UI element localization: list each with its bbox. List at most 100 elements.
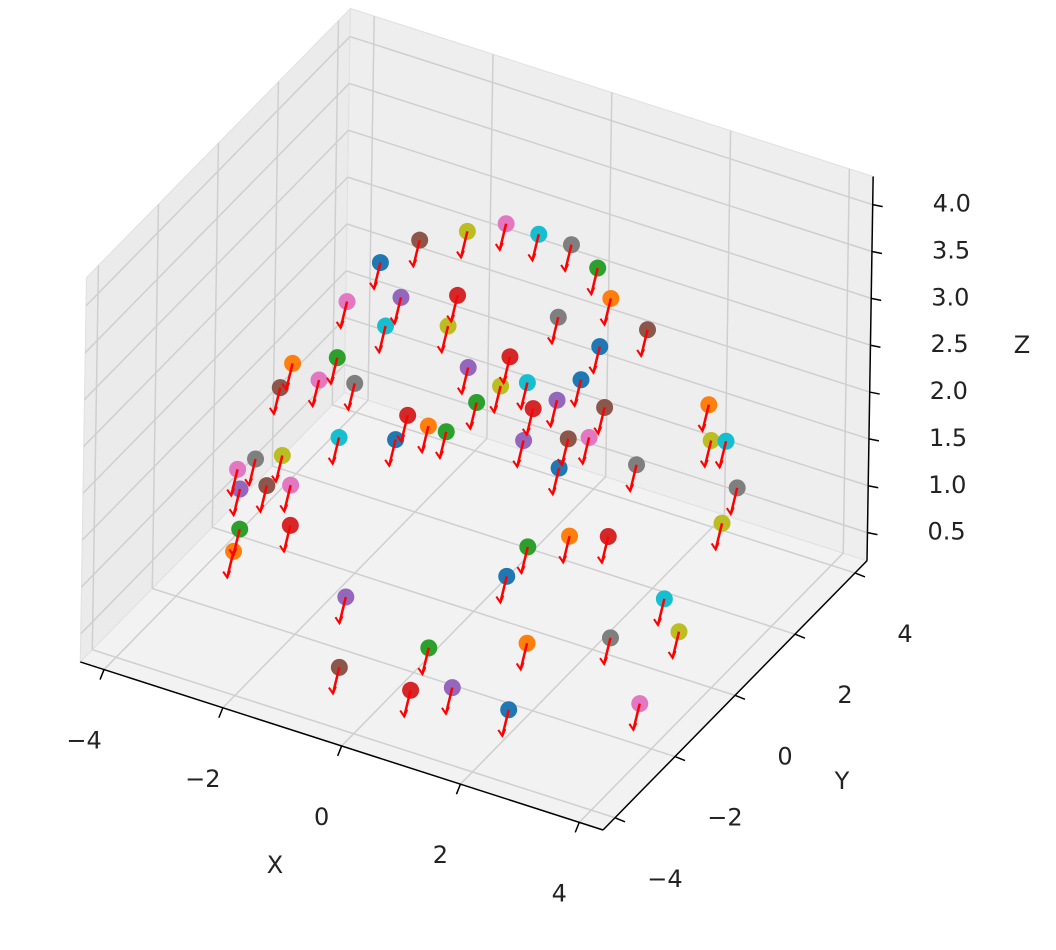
grid-line [92,648,616,819]
quiver-head [279,503,289,514]
z-tick-label: 4.0 [933,190,971,218]
x-tick-label: 4 [552,879,567,907]
x-tick-label: −2 [185,765,220,793]
quiver-head [547,336,556,346]
z-tick-label: 3.0 [931,283,969,311]
quiver-head [435,450,444,461]
quiver-head [667,650,677,661]
tick-mark [867,531,878,536]
quiver-head [389,316,399,326]
quiver-head [558,554,568,565]
x-tick-label: 2 [433,841,448,869]
quiver-head [516,401,525,411]
quiver-head [281,382,291,392]
quiver-head [725,506,735,517]
quiver-head [417,444,426,455]
quiver-head [636,348,646,359]
quiver-head [279,544,288,554]
y-tick-label: 2 [837,681,852,709]
grid-line [83,176,349,447]
quiver-head [335,320,345,330]
grid-line [152,587,676,758]
quiver-head [343,402,353,412]
quiver-head [569,398,579,409]
quiver-head [545,418,555,429]
quiver-head [547,486,557,497]
quiver-head [527,253,537,263]
grid-line [80,364,346,635]
quiver-head [465,421,475,431]
x-tick-label: 0 [314,803,329,831]
grid-line [80,317,347,588]
tick-mark [871,250,883,255]
quiver-head [521,427,531,437]
tick-mark [869,391,880,395]
quiver-head [369,281,378,291]
y-tick-label: −2 [707,804,742,832]
x-axis-line [80,661,604,831]
grid-line [84,82,350,354]
quiver-head [255,504,265,514]
quiver-head [271,474,280,484]
quiver-head [489,404,499,415]
quiver-head [408,258,418,269]
tick-mark [674,755,686,762]
quiver-head [497,728,507,739]
grid-line [82,223,348,494]
quiver-head [515,662,525,672]
quiver-head [586,286,596,297]
quiver-head [326,376,335,386]
grid-line [151,204,160,589]
y-axis-line [602,560,868,831]
quiver-head [599,317,609,327]
quiver-head [494,242,504,253]
grid-line [346,270,870,440]
y-tick-label: 4 [897,620,912,648]
tick-mark [854,572,866,578]
z-tick-label: 2.0 [930,377,968,405]
quiver-head [269,406,278,416]
quiver-head [226,488,236,498]
quiver-head [436,344,446,355]
grid-line [271,81,280,467]
quiver-head [446,314,456,324]
grid-line [367,16,375,401]
grid-line [349,82,873,253]
grid-line [348,129,872,300]
y-tick-label: −4 [647,865,682,893]
quiver-head [307,398,317,409]
quiver-head [597,555,606,565]
quiver-head [628,722,638,732]
grid-line [85,36,351,307]
tick-mark [336,745,343,757]
quiver-head [498,375,508,386]
grid-line [842,168,851,554]
quiver-head [334,615,344,626]
x-tick-label: −4 [66,727,101,755]
tick-mark [734,694,746,701]
tick-mark [871,297,882,302]
quiver-head [384,458,394,468]
grid-line [344,363,868,534]
point [247,450,265,468]
quiver-head [516,565,526,576]
tick-mark [574,822,580,833]
quiver-head [697,423,707,434]
quiver-head [228,547,238,558]
quiver-head [710,542,720,552]
grid-line [349,35,873,206]
z-tick-label: 1.0 [928,471,966,499]
quiver-head [714,460,724,470]
tick-mark [868,438,880,442]
tick-mark [218,707,224,719]
tick-mark [870,344,881,348]
z-axis-label: Z [1014,331,1030,359]
grid-line [212,526,736,697]
quiver-head [512,459,522,469]
grid-line [347,176,871,346]
quiver-head [396,434,406,444]
quiver-head [327,456,337,466]
tick-mark [794,633,806,639]
grid-line [83,129,350,401]
